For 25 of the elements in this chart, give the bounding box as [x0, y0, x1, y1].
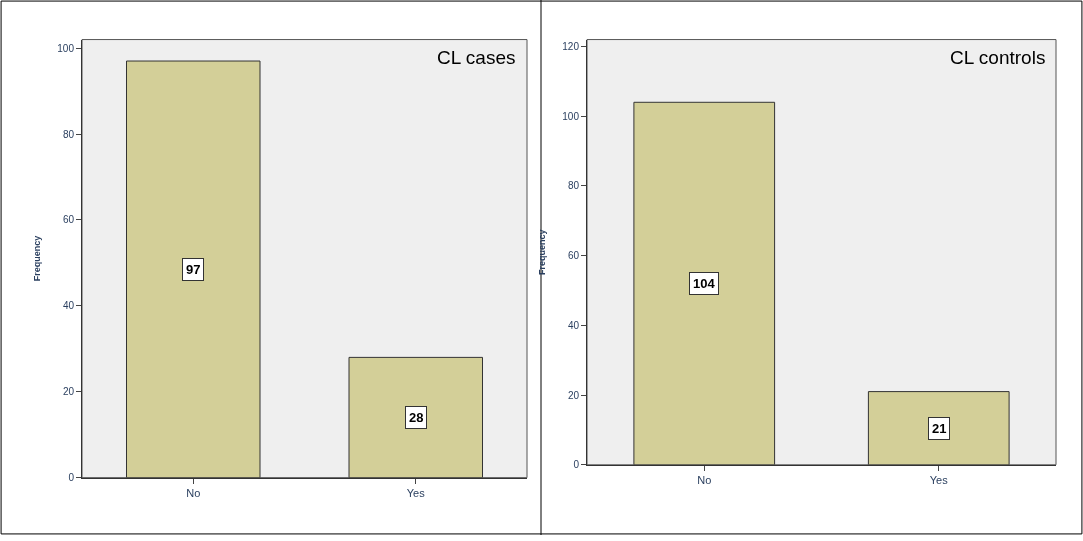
y-tick-label: 0 [573, 459, 580, 471]
y-tick-label: 20 [62, 386, 75, 398]
chart-title: CL cases [437, 47, 516, 68]
data-label: 28 [409, 410, 424, 425]
x-tick-label: No [697, 473, 712, 486]
y-tick-label: 80 [567, 180, 580, 192]
x-tick-label: No [186, 486, 201, 499]
x-tick-label: Yes [929, 473, 949, 486]
data-label: 97 [186, 262, 201, 277]
y-tick-label: 120 [562, 41, 580, 53]
y-tick-label: 0 [68, 472, 75, 484]
data-label: 21 [932, 421, 947, 436]
y-tick-label: 80 [62, 128, 75, 140]
y-axis-title: Frequency [536, 229, 547, 275]
y-tick-label: 60 [62, 214, 75, 226]
y-tick-label: 20 [567, 389, 580, 401]
x-tick-label: Yes [406, 486, 426, 499]
data-label: 104 [693, 276, 716, 291]
y-tick-label: 100 [57, 42, 75, 54]
y-tick-label: 40 [62, 300, 75, 312]
y-tick-label: 40 [567, 319, 580, 331]
y-tick-label: 60 [567, 250, 580, 262]
y-axis-title: Frequency [31, 235, 42, 282]
chart-title: CL controls [950, 47, 1046, 68]
y-tick-label: 100 [562, 110, 580, 122]
